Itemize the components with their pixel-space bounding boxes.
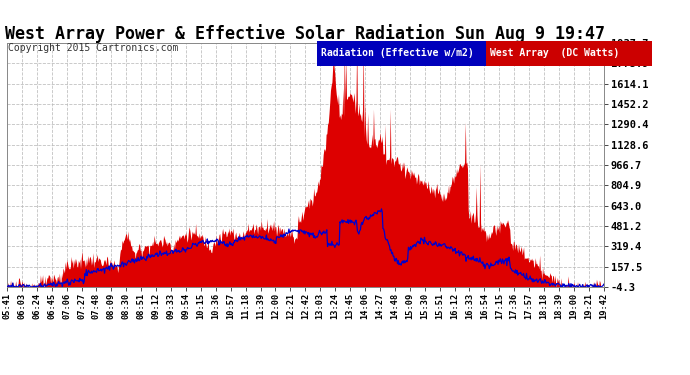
- Text: West Array  (DC Watts): West Array (DC Watts): [490, 48, 619, 57]
- Text: Copyright 2015 Cartronics.com: Copyright 2015 Cartronics.com: [8, 43, 179, 53]
- Title: West Array Power & Effective Solar Radiation Sun Aug 9 19:47: West Array Power & Effective Solar Radia…: [6, 24, 605, 43]
- Text: Radiation (Effective w/m2): Radiation (Effective w/m2): [321, 48, 473, 57]
